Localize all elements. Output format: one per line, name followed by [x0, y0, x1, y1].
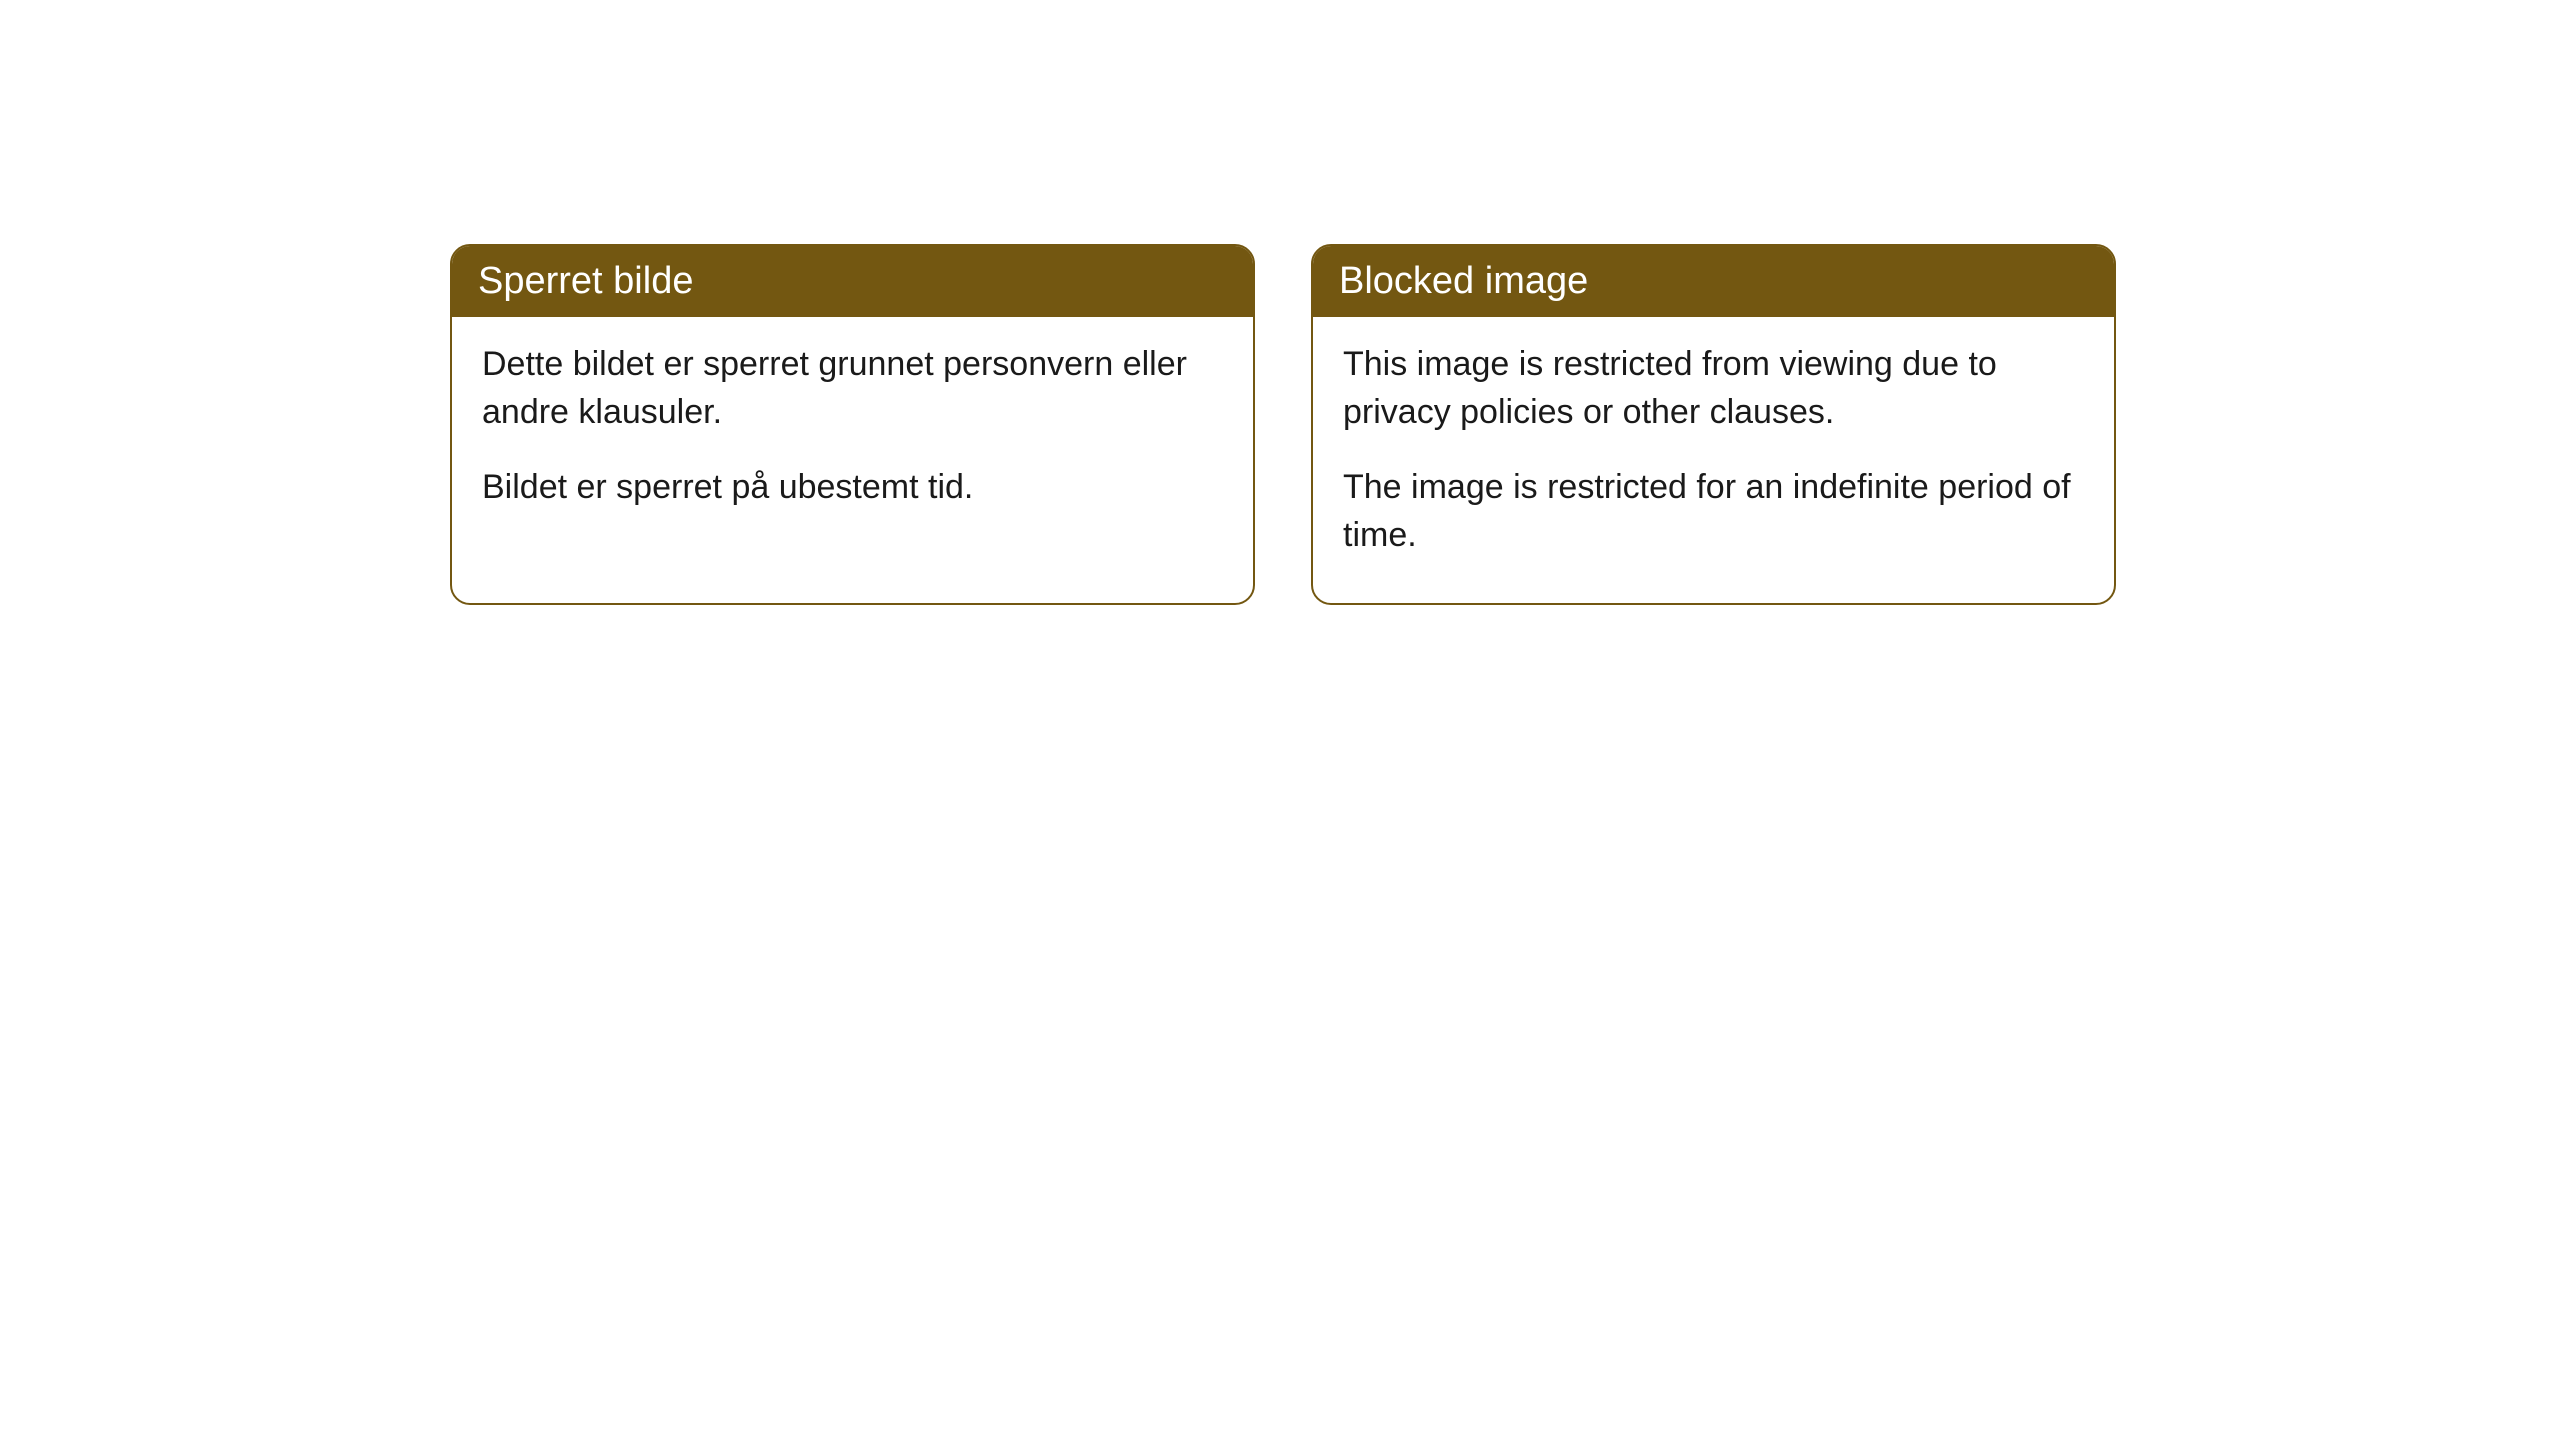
- card-title: Sperret bilde: [478, 260, 693, 302]
- card-paragraph-1: Dette bildet er sperret grunnet personve…: [482, 341, 1223, 436]
- cards-container: Sperret bilde Dette bildet er sperret gr…: [0, 0, 2560, 605]
- blocked-image-card-english: Blocked image This image is restricted f…: [1311, 244, 2116, 605]
- card-body-english: This image is restricted from viewing du…: [1313, 317, 2114, 603]
- card-paragraph-2: The image is restricted for an indefinit…: [1343, 464, 2084, 559]
- card-title: Blocked image: [1339, 260, 1588, 302]
- blocked-image-card-norwegian: Sperret bilde Dette bildet er sperret gr…: [450, 244, 1255, 605]
- card-header-english: Blocked image: [1313, 246, 2114, 317]
- card-body-norwegian: Dette bildet er sperret grunnet personve…: [452, 317, 1253, 556]
- card-header-norwegian: Sperret bilde: [452, 246, 1253, 317]
- card-paragraph-1: This image is restricted from viewing du…: [1343, 341, 2084, 436]
- card-paragraph-2: Bildet er sperret på ubestemt tid.: [482, 464, 1223, 512]
